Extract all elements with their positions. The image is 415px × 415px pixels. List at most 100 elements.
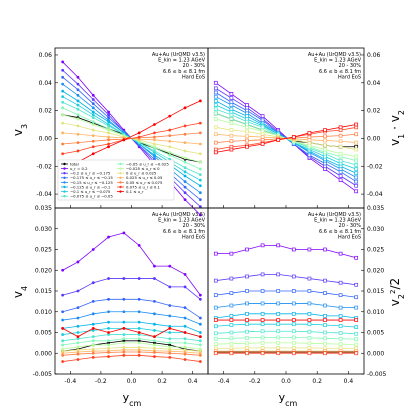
data-point	[107, 131, 110, 135]
data-point	[168, 264, 172, 268]
data-point	[276, 137, 281, 142]
data-point	[122, 297, 126, 301]
data-point	[183, 174, 187, 178]
data-point	[76, 132, 80, 136]
series-line	[62, 232, 201, 296]
data-point	[276, 322, 281, 327]
data-point	[76, 337, 80, 341]
x-tick-label: -0.4	[218, 378, 230, 385]
data-point	[213, 132, 218, 137]
x-tick-label: 0.0	[281, 378, 291, 385]
data-point	[198, 160, 202, 164]
y-tick-label: 0.010	[35, 309, 52, 316]
x-axis-label: ycm	[279, 391, 298, 408]
panel-annotation: E_kin = 1.23 AGeV	[314, 58, 361, 64]
y-tick-label: 0.010	[367, 309, 384, 316]
panel-annotation: Hard EoS	[338, 234, 361, 240]
data-point	[61, 326, 65, 330]
data-point	[153, 149, 156, 153]
data-point	[198, 293, 202, 297]
data-point	[76, 335, 80, 339]
data-point	[354, 295, 359, 300]
data-point	[76, 113, 80, 117]
data-point	[323, 318, 327, 322]
data-point	[137, 243, 141, 247]
data-point	[354, 147, 359, 152]
legend-label: −0.05 ≤ u_r ≤ −0.025	[126, 161, 169, 166]
data-point	[213, 336, 218, 341]
data-point	[137, 326, 141, 330]
data-point	[276, 346, 281, 350]
data-point	[153, 355, 156, 358]
data-point	[61, 89, 65, 93]
legend-label: −0.1 ≤ u_r ≤ −0.075	[70, 189, 111, 194]
data-point	[153, 138, 156, 142]
data-point	[354, 132, 359, 137]
data-point	[91, 329, 95, 332]
panel-annotation: E_kin = 1.23 AGeV	[314, 218, 361, 224]
data-point	[153, 299, 156, 303]
data-point	[213, 140, 218, 145]
data-point	[76, 289, 80, 293]
x-tick-label: 0.0	[127, 378, 137, 385]
data-point	[91, 339, 95, 343]
legend-label: 0.025 ≤ u_r ≤ 0.05	[126, 175, 163, 180]
data-point	[307, 346, 312, 350]
data-point	[229, 341, 234, 346]
data-point	[137, 346, 141, 349]
data-point	[153, 341, 156, 345]
data-point	[213, 251, 218, 256]
data-point	[153, 123, 156, 126]
y-tick-label: 0.02	[39, 108, 53, 115]
data-point	[107, 351, 110, 354]
data-point	[107, 355, 110, 358]
x-tick-label: 0.4	[188, 378, 198, 385]
data-point	[107, 235, 110, 239]
data-point	[260, 351, 265, 356]
data-point	[168, 345, 172, 349]
data-point	[338, 178, 343, 183]
data-point	[354, 154, 359, 159]
data-point	[61, 351, 65, 355]
data-point	[76, 350, 80, 354]
data-point	[245, 351, 249, 356]
legend-marker	[119, 185, 122, 189]
y-tick-label: 0.030	[367, 226, 384, 233]
data-point	[91, 356, 95, 359]
data-point	[338, 174, 343, 178]
data-point	[198, 351, 202, 355]
data-point	[291, 329, 296, 334]
series-line	[62, 334, 201, 342]
legend-marker	[63, 162, 66, 166]
data-point	[91, 281, 95, 285]
data-point	[198, 205, 202, 209]
data-point	[291, 247, 296, 252]
y-tick-label: 0.000	[367, 350, 384, 357]
x-tick-label: -0.2	[249, 378, 261, 385]
y-tick-label: 0.035	[367, 205, 384, 212]
data-point	[323, 351, 327, 356]
data-point	[229, 133, 234, 138]
x-tick-label: -0.4	[64, 378, 76, 385]
data-point	[229, 92, 234, 96]
legend-marker	[63, 181, 66, 184]
data-point	[291, 289, 296, 293]
data-point	[245, 322, 249, 327]
panel-annotation: Au+Au (UrQMD v3.5)	[152, 52, 205, 58]
data-point	[183, 273, 187, 276]
data-point	[338, 280, 343, 285]
y-tick-label: -0.005	[367, 371, 387, 378]
data-point	[183, 337, 187, 341]
data-point	[183, 352, 187, 356]
data-point	[122, 348, 126, 352]
y-tick-label: 0.025	[35, 247, 52, 254]
data-point	[91, 134, 95, 138]
series-line	[215, 244, 357, 259]
data-point	[107, 135, 110, 139]
data-point	[61, 82, 65, 86]
data-point	[213, 94, 218, 99]
series-line	[215, 323, 357, 328]
data-point	[276, 351, 281, 356]
